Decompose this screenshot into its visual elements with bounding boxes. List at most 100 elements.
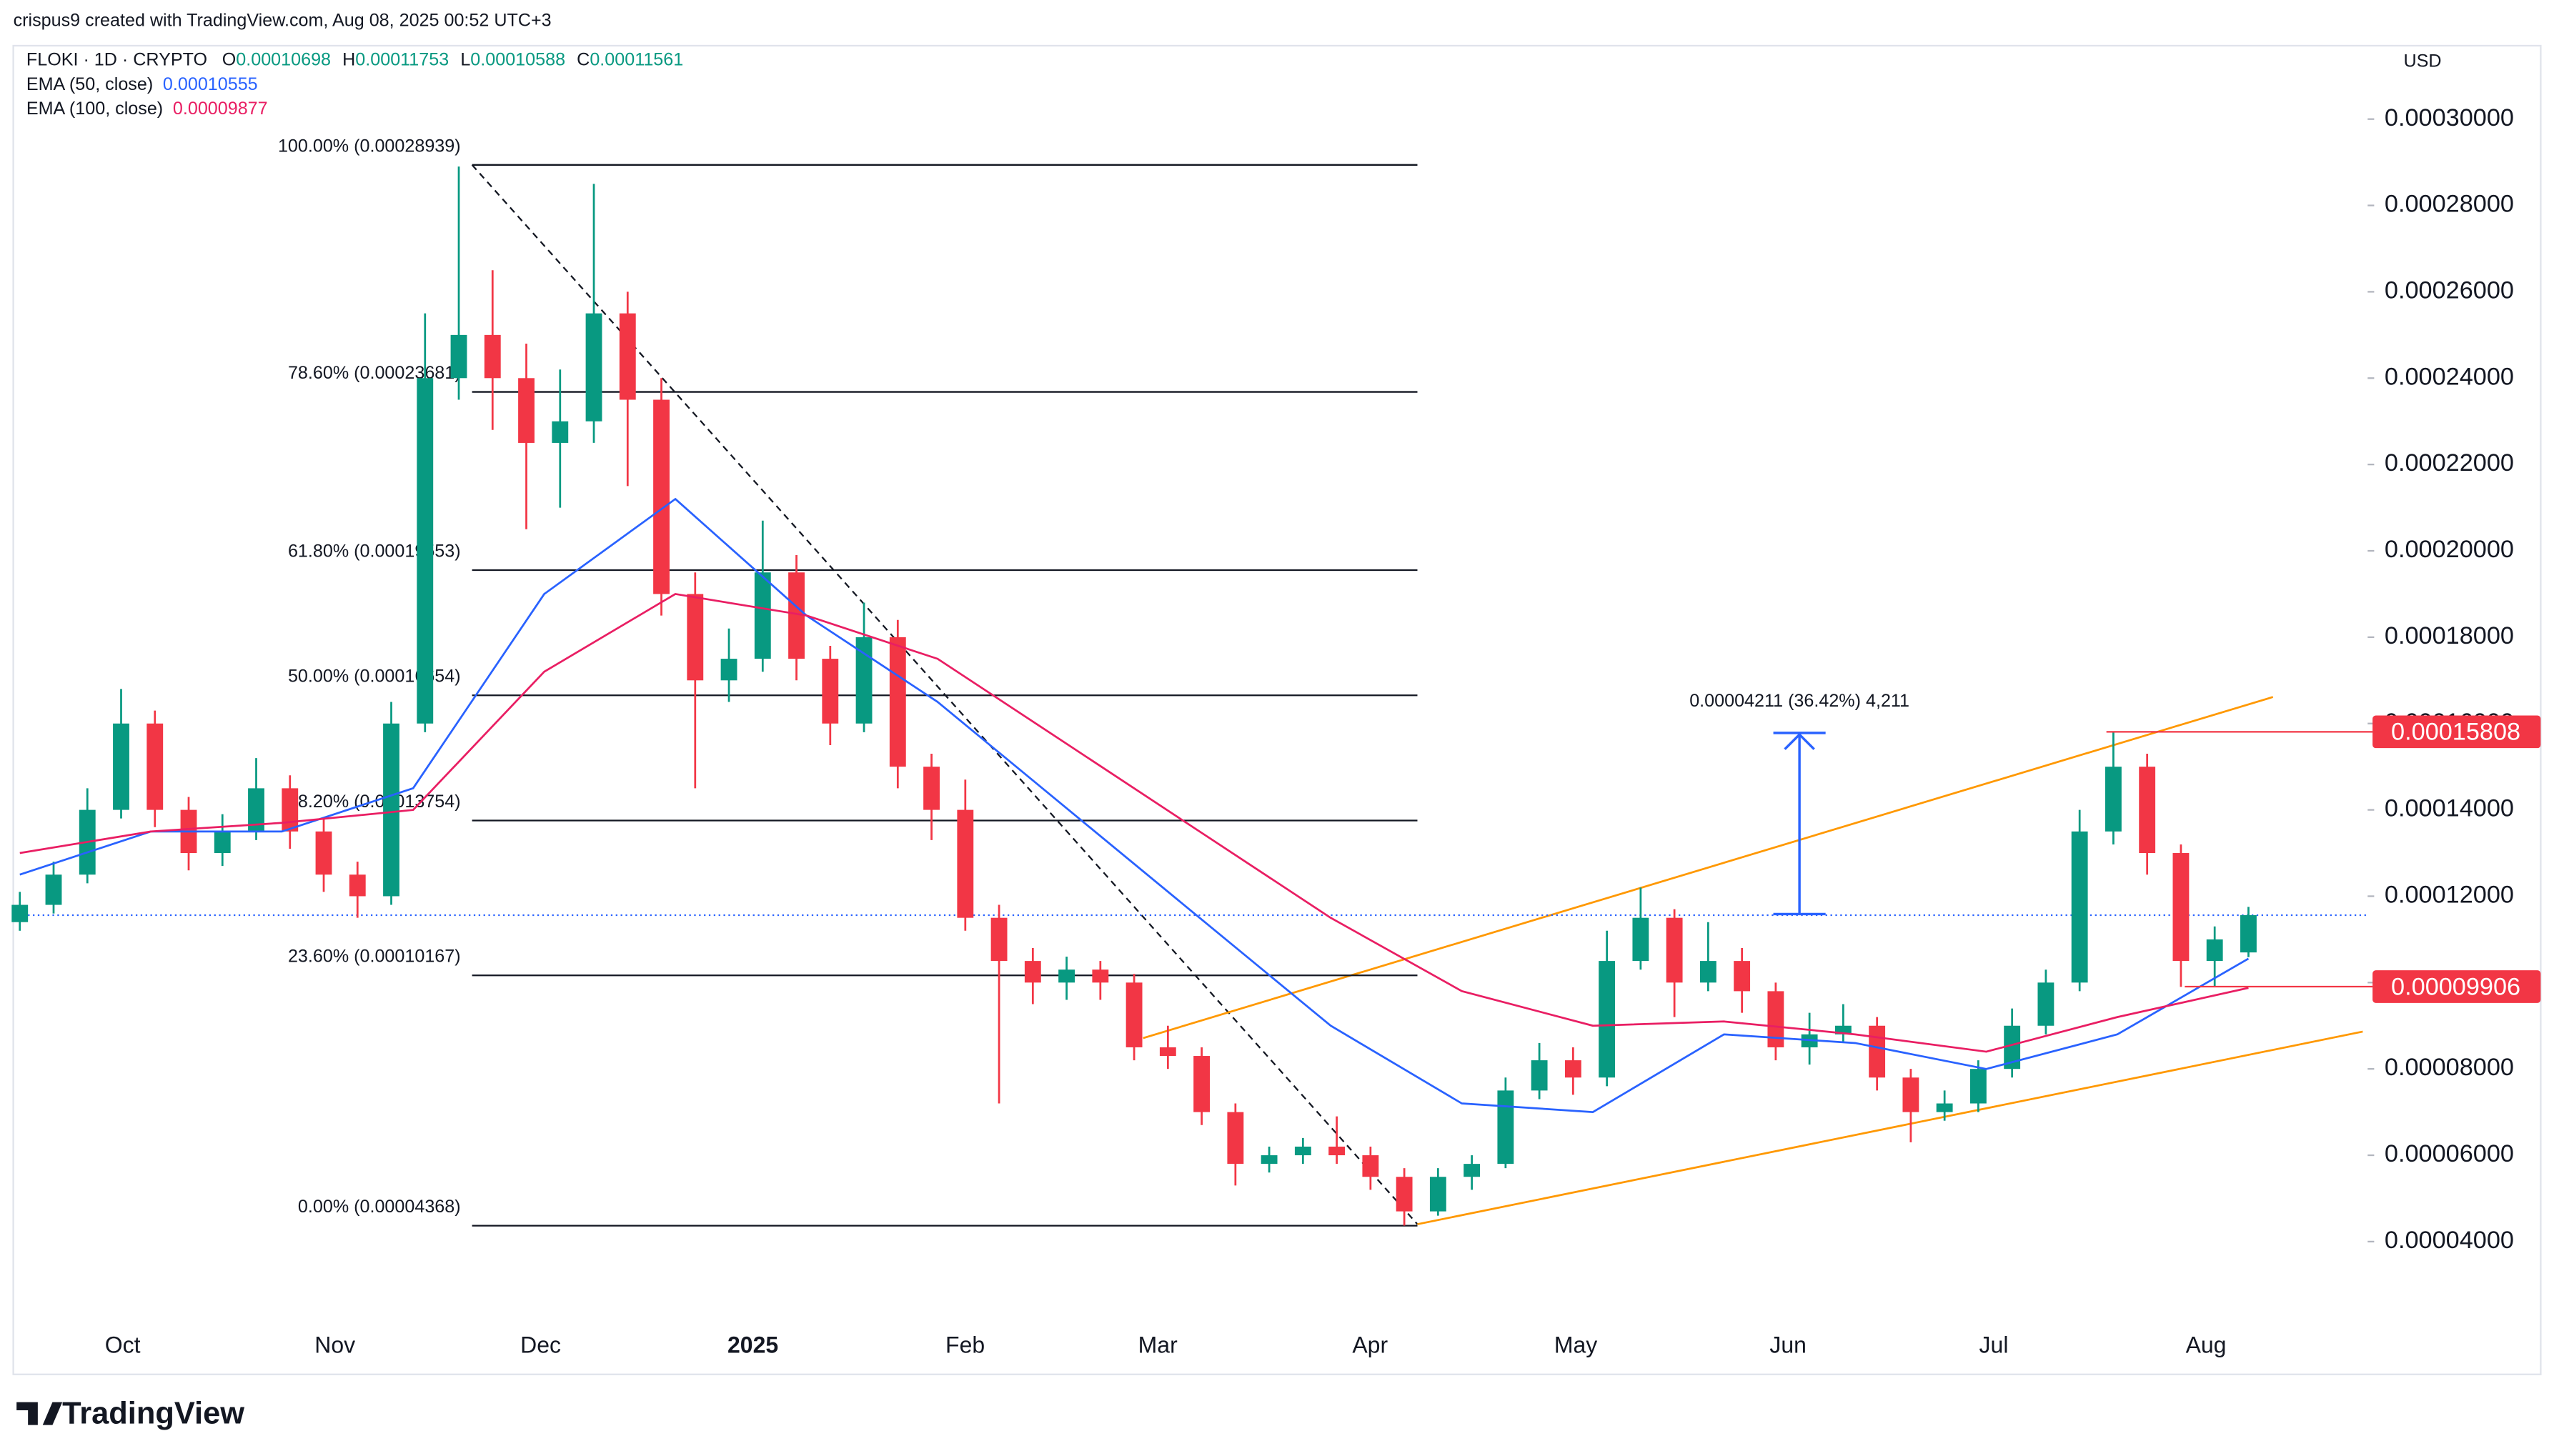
ohlc-value: 0.00011753: [355, 49, 449, 69]
candle-body: [1193, 1056, 1211, 1112]
ohlc-letter: O: [222, 49, 237, 69]
channel-upper: [1143, 696, 2274, 1039]
measure-label: 0.00004211 (36.42%) 4,211: [1689, 691, 1909, 711]
candle-body: [315, 831, 332, 875]
candle-body: [720, 659, 737, 681]
candle-body: [1599, 961, 1616, 1078]
symbol: FLOKI · 1D · CRYPTO: [26, 49, 207, 69]
ema-line: [19, 498, 2250, 1113]
y-tick-label: 0.00018000: [2385, 622, 2514, 649]
candle-body: [2105, 767, 2122, 832]
candle-body: [1092, 969, 1109, 983]
y-tick-label: 0.00022000: [2385, 449, 2514, 477]
y-tick-label: 0.00014000: [2385, 795, 2514, 822]
x-tick-label: Aug: [2186, 1332, 2227, 1357]
candle-body: [2172, 853, 2190, 962]
x-tick-label: Dec: [520, 1332, 561, 1357]
candle-body: [1734, 961, 1751, 992]
candle-body: [113, 723, 129, 810]
candle-body: [1666, 917, 1683, 983]
y-tick-label: 0.00024000: [2385, 363, 2514, 390]
candle-body: [1936, 1103, 1953, 1112]
candle-body: [1227, 1112, 1244, 1165]
candle-body: [2037, 982, 2054, 1026]
candle-body: [1464, 1164, 1481, 1177]
fib-label: 61.80% (0.00019553): [288, 542, 461, 562]
candle-body: [1767, 991, 1784, 1047]
candle-body: [889, 637, 906, 767]
y-tick-label: 0.00020000: [2385, 536, 2514, 563]
ema-line: [19, 593, 2249, 1053]
candle-body: [1531, 1060, 1548, 1091]
candle-body: [214, 831, 231, 854]
x-tick-label: Feb: [945, 1332, 985, 1357]
fib-label: 0.00% (0.00004368): [298, 1197, 461, 1217]
ohlc-letter: H: [342, 49, 355, 69]
candle-body: [2206, 939, 2223, 962]
x-tick-label: Nov: [314, 1332, 355, 1357]
candle-body: [1261, 1155, 1278, 1165]
candle-body: [1058, 969, 1075, 983]
price-box: [2372, 970, 2541, 1003]
candle-body: [2071, 831, 2088, 983]
candle-body: [1969, 1069, 1987, 1104]
price-box-label: 0.00009906: [2391, 973, 2520, 1000]
ohlc-letter: L: [460, 49, 470, 69]
candle-body: [1429, 1177, 1446, 1212]
candle-body: [1699, 961, 1716, 983]
candle-body: [11, 904, 29, 922]
x-tick-label: 2025: [727, 1332, 778, 1357]
candle-body: [45, 874, 62, 905]
candle-body: [349, 874, 366, 897]
candle-body: [687, 594, 704, 681]
candle-body: [1632, 917, 1649, 962]
candle-body: [1902, 1077, 1919, 1112]
candle-body: [923, 767, 940, 810]
x-tick-label: Jul: [1979, 1332, 2009, 1357]
tradingview-logo: TradingView: [16, 1396, 244, 1430]
measure-arrow: [1773, 732, 1826, 916]
y-tick-label: 0.00030000: [2385, 104, 2514, 131]
candle-body: [990, 917, 1008, 962]
candle-body: [754, 572, 771, 659]
x-tick-label: Mar: [1138, 1332, 1178, 1357]
legend-value: 0.00010555: [163, 74, 258, 94]
legend-value: 0.00009877: [173, 99, 268, 119]
ema-legend: EMA (50, close) 0.00010555: [26, 74, 258, 94]
candle-body: [619, 313, 636, 400]
candle-body: [1869, 1025, 1886, 1078]
candle-body: [788, 572, 805, 659]
candle-body: [1294, 1146, 1311, 1156]
candle-body: [146, 723, 164, 810]
currency: USD: [2403, 51, 2441, 71]
plot-frame: [12, 44, 2542, 1375]
credit: crispus9 created with TradingView.com, A…: [14, 10, 552, 30]
candle-body: [450, 334, 467, 379]
ohlc-value: 0.00010698: [236, 49, 331, 69]
candle-body: [855, 637, 873, 724]
legend-name: EMA (100, close): [26, 99, 163, 119]
candle-body: [282, 788, 299, 832]
y-tick-label: 0.00004000: [2385, 1227, 2514, 1254]
fib-label: 50.00% (0.00016654): [288, 667, 461, 687]
candle-body: [585, 313, 602, 422]
ohlc-value: 0.00011561: [590, 49, 683, 69]
candle-body: [1362, 1155, 1379, 1177]
ohlc-letter: C: [577, 49, 590, 69]
ema-legend: EMA (100, close) 0.00009877: [26, 99, 268, 119]
candle-body: [1564, 1060, 1581, 1078]
fib-label: 78.60% (0.00023681): [288, 363, 461, 383]
y-tick-label: 0.00012000: [2385, 882, 2514, 909]
fib-label: 23.60% (0.00010167): [288, 947, 461, 967]
candle-body: [2240, 914, 2257, 953]
ohlc-legend: FLOKI · 1D · CRYPTO O0.00010698 H0.00011…: [26, 49, 683, 69]
y-tick-label: 0.00026000: [2385, 276, 2514, 304]
channel-lower: [1417, 1030, 2363, 1225]
candle-body: [383, 723, 399, 897]
fib-label: 100.00% (0.00028939): [278, 136, 461, 156]
candle-body: [822, 659, 839, 724]
candle-body: [248, 788, 264, 832]
candle-body: [957, 809, 974, 918]
candle-body: [552, 421, 569, 443]
